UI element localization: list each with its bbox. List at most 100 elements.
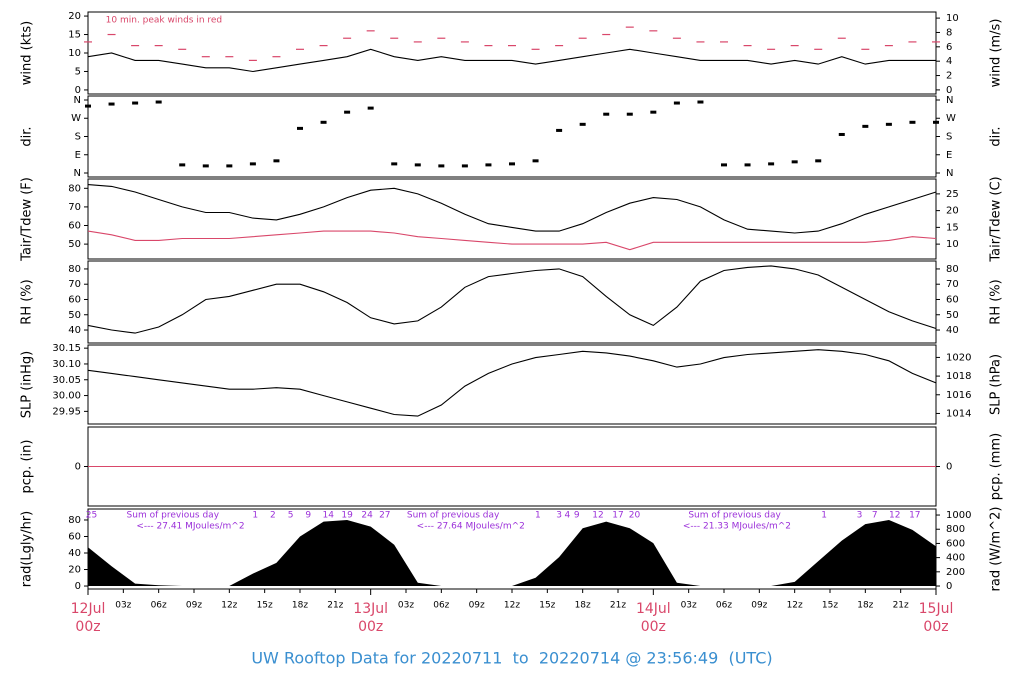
direction-point xyxy=(509,162,515,166)
y-axis-label: pcp. (in) xyxy=(20,440,35,494)
direction-point xyxy=(132,101,139,105)
direction-point xyxy=(391,162,398,166)
y2-tick-label: 50 xyxy=(946,310,959,321)
y-tick-label: 80 xyxy=(68,183,81,194)
y2-axis-label: wind (m/s) xyxy=(989,19,1004,88)
y-tick-label: 0 xyxy=(75,581,81,592)
y2-tick-label: 0 xyxy=(946,462,952,473)
date-sublabel: 00z xyxy=(641,619,666,635)
direction-point xyxy=(249,162,256,166)
date-sublabel: 00z xyxy=(75,619,100,635)
y-tick-label: 80 xyxy=(68,264,81,275)
date-label: 14Jul xyxy=(636,601,671,617)
y-axis-label: RH (%) xyxy=(20,279,35,324)
direction-point xyxy=(532,159,539,163)
y2-axis-label: pcp. (mm) xyxy=(989,433,1004,500)
hour-label: 5 xyxy=(288,511,294,521)
x-tick-label: 21z xyxy=(610,601,626,611)
y2-tick-label: 2 xyxy=(946,71,952,82)
y-tick-label: 60 xyxy=(68,531,81,542)
hour-label: 9 xyxy=(574,511,580,521)
series-line xyxy=(87,349,937,417)
direction-point xyxy=(791,160,798,164)
hour-label: 17 xyxy=(909,511,920,521)
direction-point xyxy=(438,164,445,168)
y-tick-label: 30.05 xyxy=(52,375,81,386)
x-tick-label: 18z xyxy=(857,601,873,611)
direction-point xyxy=(485,163,492,167)
y-axis-label: wind (kts) xyxy=(20,21,35,85)
y-axis-label: SLP (inHg) xyxy=(20,351,35,419)
y-tick-label: 15 xyxy=(68,30,81,41)
y2-tick-label: 80 xyxy=(946,264,959,275)
y-tick-label: E xyxy=(75,150,81,161)
direction-point xyxy=(862,124,869,128)
hour-label: 20 xyxy=(629,511,641,521)
direction-point xyxy=(626,112,633,116)
footer-title: UW Rooftop Data for 20220711 to 20220714… xyxy=(251,649,772,668)
direction-point xyxy=(155,100,162,104)
y2-tick-label: 10 xyxy=(946,239,959,250)
y2-tick-label: 200 xyxy=(946,567,965,578)
y2-tick-label: 0 xyxy=(946,581,952,592)
y-tick-label: 60 xyxy=(68,221,81,232)
direction-point xyxy=(744,163,751,167)
y2-tick-label: 1016 xyxy=(946,390,971,401)
panel-frame xyxy=(87,344,937,425)
x-tick-label: 15z xyxy=(257,601,273,611)
y-tick-label: 20 xyxy=(68,565,81,576)
y2-axis-label: SLP (hPa) xyxy=(989,354,1004,415)
y2-tick-label: 4 xyxy=(946,56,952,67)
direction-point xyxy=(838,132,845,136)
y-tick-label: 40 xyxy=(68,325,81,336)
x-tick-label: 06z xyxy=(716,601,732,611)
y-tick-label: 0 xyxy=(75,462,81,473)
hour-label: 3 xyxy=(857,511,863,521)
x-tick-label: 09z xyxy=(186,601,202,611)
direction-point xyxy=(556,128,563,132)
date-label: 12Jul xyxy=(71,601,106,617)
y2-tick-label: 40 xyxy=(946,325,959,336)
y2-tick-label: 400 xyxy=(946,553,965,564)
y2-tick-label: 1020 xyxy=(946,352,971,363)
y-tick-label: 30.00 xyxy=(52,391,81,402)
y2-tick-label: 6 xyxy=(946,42,952,53)
y-tick-label: 20 xyxy=(68,11,81,22)
direction-point xyxy=(579,122,586,126)
y2-tick-label: 1014 xyxy=(946,408,971,419)
direction-point xyxy=(603,112,610,116)
hour-label: 19 xyxy=(341,511,353,521)
hour-label: 27 xyxy=(379,511,390,521)
direction-point xyxy=(933,120,939,124)
y-tick-label: 60 xyxy=(68,294,81,305)
y2-tick-label: 1000 xyxy=(946,510,971,521)
date-label: 13Jul xyxy=(353,601,388,617)
date-label: 15Jul xyxy=(919,601,954,617)
y-tick-label: S xyxy=(75,132,81,143)
annotation: <--- 27.41 MJoules/m^2 xyxy=(136,522,244,532)
y2-tick-label: 1018 xyxy=(946,371,971,382)
x-tick-label: 15z xyxy=(539,601,555,611)
x-tick-label: 12z xyxy=(504,601,520,611)
hour-label: 1 xyxy=(252,511,258,521)
y-tick-label: 80 xyxy=(68,515,81,526)
series-line xyxy=(87,184,937,234)
hour-label: 3 xyxy=(556,511,562,521)
y2-tick-label: W xyxy=(946,113,956,124)
x-tick-label: 12z xyxy=(221,601,237,611)
direction-point xyxy=(226,164,233,168)
y2-tick-label: 10 xyxy=(946,13,959,24)
annotation: Sum of previous day xyxy=(688,511,781,521)
y2-tick-label: E xyxy=(946,150,952,161)
y-tick-label: 70 xyxy=(68,279,81,290)
y-tick-label: 50 xyxy=(68,310,81,321)
y2-tick-label: 600 xyxy=(946,538,965,549)
annotation: Sum of previous day xyxy=(407,511,500,521)
y2-tick-label: 800 xyxy=(946,524,965,535)
direction-point xyxy=(108,102,115,106)
hour-label: 25 xyxy=(86,511,97,521)
hour-label: 1 xyxy=(821,511,827,521)
annotation: <--- 21.33 MJoules/m^2 xyxy=(683,522,791,532)
direction-point xyxy=(202,164,209,168)
y-tick-label: N xyxy=(74,95,81,106)
